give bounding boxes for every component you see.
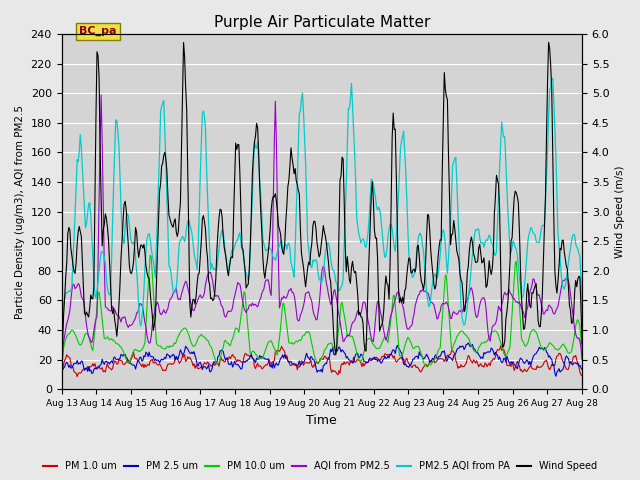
Text: BC_pa: BC_pa xyxy=(79,26,116,36)
Legend: PM 1.0 um, PM 2.5 um, PM 10.0 um, AQI from PM2.5, PM2.5 AQI from PA, Wind Speed: PM 1.0 um, PM 2.5 um, PM 10.0 um, AQI fr… xyxy=(39,457,601,475)
Title: Purple Air Particulate Matter: Purple Air Particulate Matter xyxy=(214,15,430,30)
X-axis label: Time: Time xyxy=(307,414,337,427)
Y-axis label: Wind Speed (m/s): Wind Speed (m/s) xyxy=(615,166,625,258)
Y-axis label: Particle Density (ug/m3), AQI from PM2.5: Particle Density (ug/m3), AQI from PM2.5 xyxy=(15,105,25,319)
